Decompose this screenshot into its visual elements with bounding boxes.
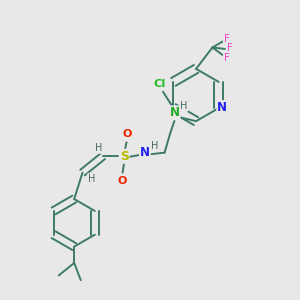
Text: N: N [217,101,227,114]
Text: F: F [227,43,233,53]
Text: F: F [224,34,230,44]
Text: N: N [170,106,180,119]
Text: O: O [122,129,132,139]
Text: H: H [95,143,103,153]
Text: O: O [117,176,127,186]
Text: F: F [224,52,230,63]
Text: H: H [152,141,159,151]
Text: Cl: Cl [153,79,166,89]
Text: N: N [140,146,150,159]
Text: S: S [120,150,129,163]
Text: H: H [180,101,187,111]
Text: H: H [88,174,95,184]
